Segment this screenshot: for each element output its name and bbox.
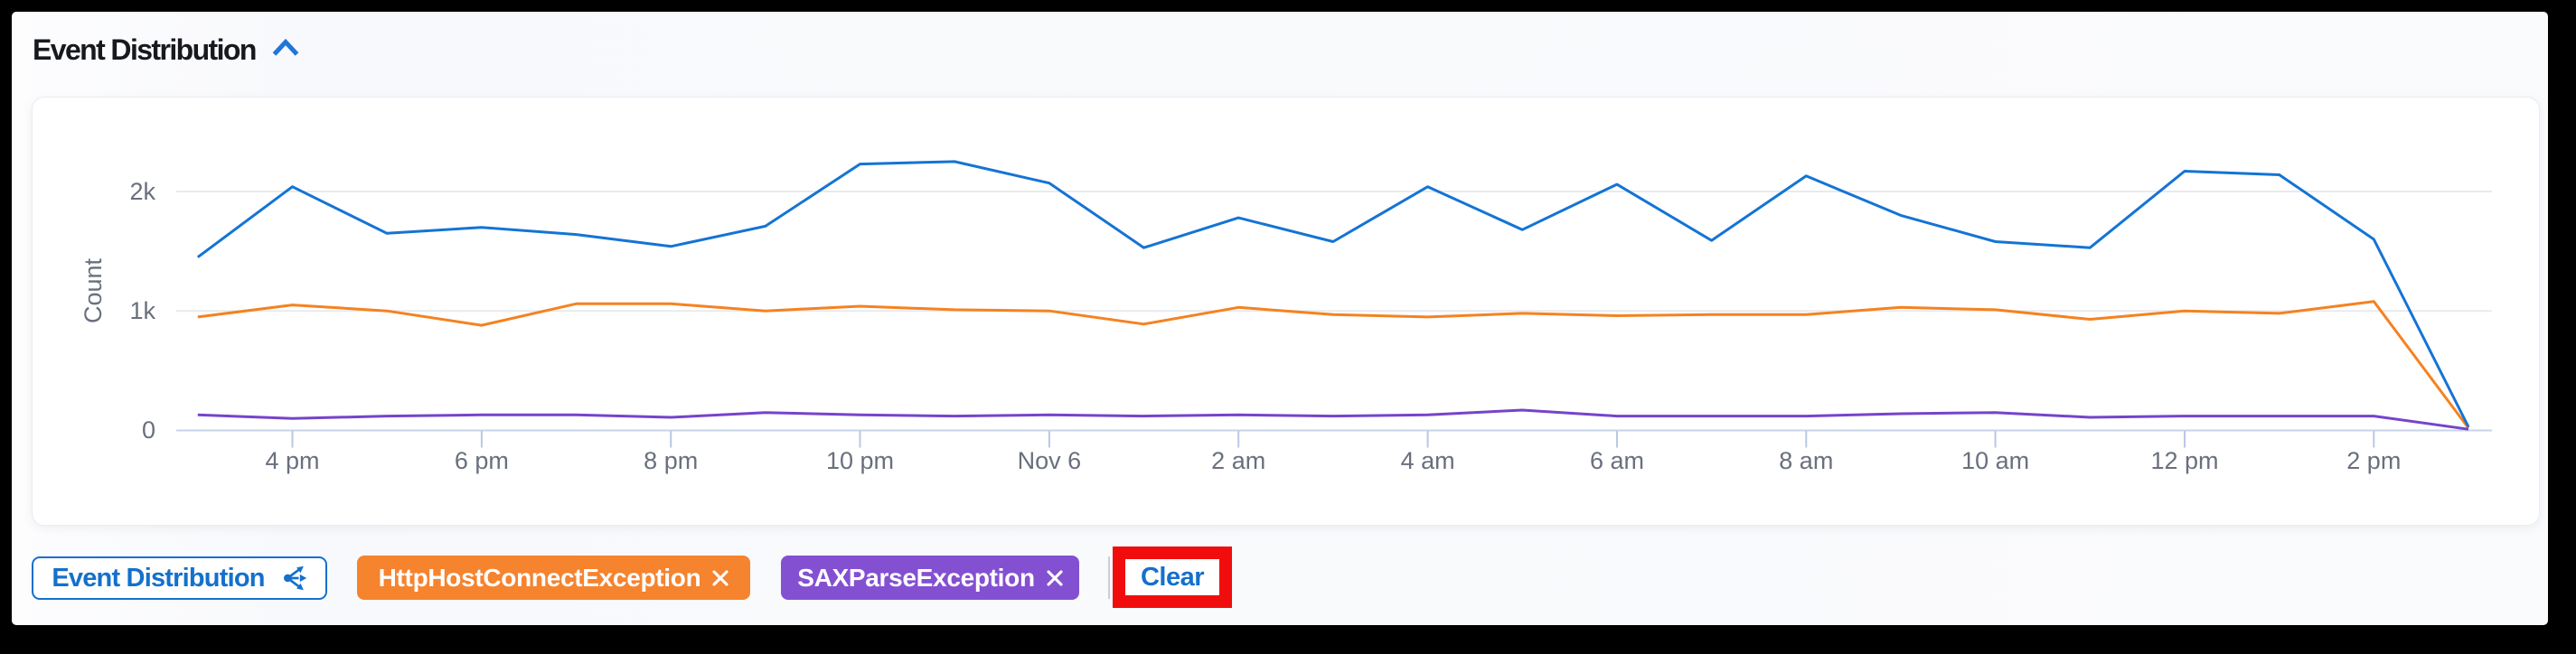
- svg-text:4 am: 4 am: [1401, 447, 1455, 474]
- svg-text:0: 0: [142, 416, 155, 444]
- svg-text:1k: 1k: [129, 297, 155, 324]
- svg-text:Count: Count: [80, 257, 107, 323]
- svg-text:10 am: 10 am: [1961, 447, 2029, 474]
- svg-text:2 pm: 2 pm: [2346, 447, 2401, 474]
- svg-text:2k: 2k: [129, 178, 155, 205]
- svg-text:2 am: 2 am: [1211, 447, 1265, 474]
- svg-text:6 am: 6 am: [1590, 447, 1644, 474]
- svg-text:6 pm: 6 pm: [455, 447, 509, 474]
- svg-text:Nov 6: Nov 6: [1018, 447, 1082, 474]
- svg-text:10 pm: 10 pm: [826, 447, 894, 474]
- svg-text:8 am: 8 am: [1779, 447, 1833, 474]
- svg-text:12 pm: 12 pm: [2150, 447, 2218, 474]
- svg-text:8 pm: 8 pm: [644, 447, 698, 474]
- svg-text:4 pm: 4 pm: [265, 447, 319, 474]
